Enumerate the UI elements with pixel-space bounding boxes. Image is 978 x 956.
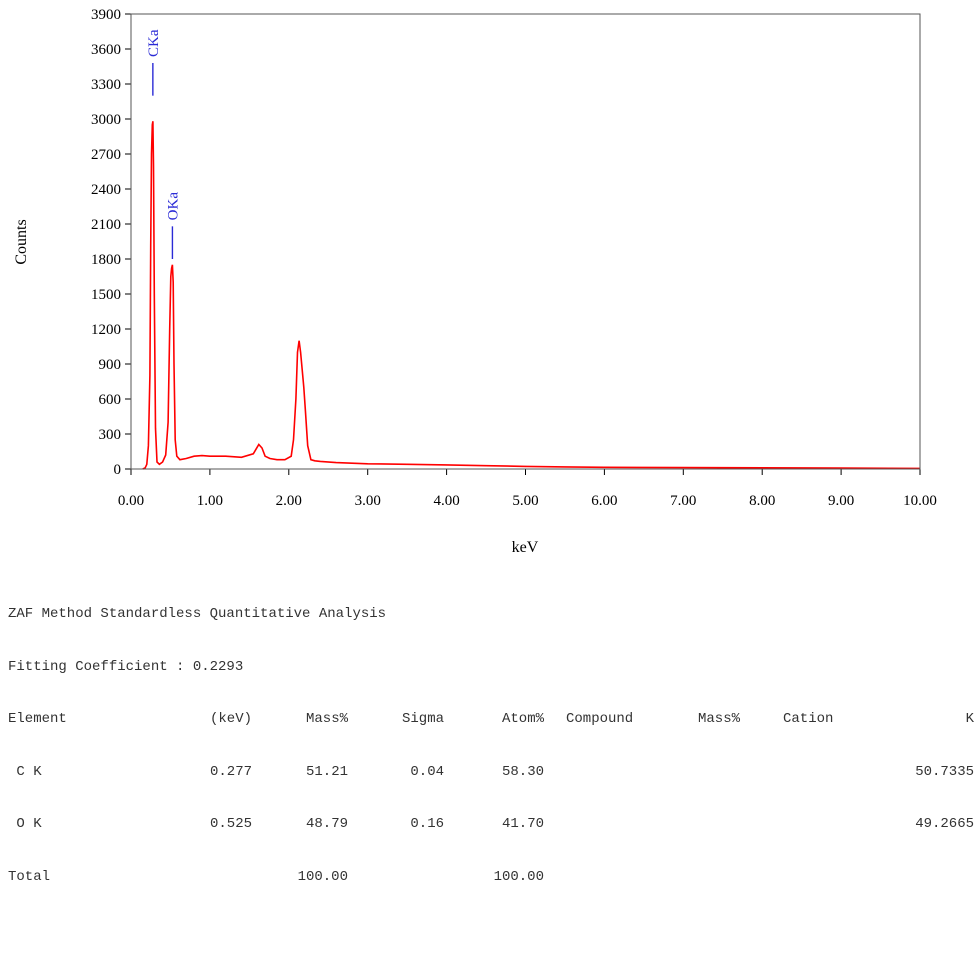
x-tick-label: 1.00 xyxy=(197,493,223,509)
x-axis-label: keV xyxy=(512,539,539,556)
row-mass: 51.21 xyxy=(305,763,348,780)
x-tick-label: 7.00 xyxy=(670,493,696,509)
x-axis-ticks: 0.00 1.00 2.00 3.00 4.00 5.00 6.00 7.00 8.00 9.00… xyxy=(118,469,937,509)
row-element: O K xyxy=(8,816,42,832)
header-kev: (keV) xyxy=(209,711,252,727)
x-tick-label: 4.00 xyxy=(433,493,459,509)
eds-spectrum-chart: 0 300 600 900 1200 1500 1800 2100 2400 2700 3000 33… xyxy=(13,7,937,556)
total-row: Total 100.00 100.00 xyxy=(8,869,974,887)
y-tick-label: 2100 xyxy=(91,217,121,233)
report-header-row: Element (keV) Mass% Sigma Atom% Compound… xyxy=(8,711,974,729)
header-atom: Atom% xyxy=(501,711,544,727)
header-mass: Mass% xyxy=(305,711,348,727)
y-axis-label: Counts xyxy=(13,219,30,264)
x-tick-label: 2.00 xyxy=(276,493,302,509)
x-tick-label: 5.00 xyxy=(512,493,538,509)
header-k: K xyxy=(965,711,974,727)
plot-frame xyxy=(130,13,921,470)
x-tick-label: 3.00 xyxy=(355,493,381,509)
row-kev: 0.277 xyxy=(209,763,252,780)
peak-label: OKa xyxy=(165,192,181,221)
row-sigma: 0.16 xyxy=(410,816,444,832)
table-row: O K 0.525 48.79 0.16 41.70 49.2665 xyxy=(8,816,974,834)
header-compound-mass: Mass% xyxy=(698,711,741,727)
table-row: C K 0.277 51.21 0.04 58.30 50.7335 xyxy=(8,764,974,782)
header-element: Element xyxy=(8,711,67,727)
row-element: C K xyxy=(8,763,42,780)
peak-annotations: CKa OKa xyxy=(146,29,181,259)
x-tick-label: 8.00 xyxy=(749,493,775,509)
peak-label: CKa xyxy=(146,29,162,57)
row-k: 50.7335 xyxy=(915,763,974,780)
y-tick-label: 2400 xyxy=(91,182,121,198)
spectrum-series-line xyxy=(142,121,921,470)
y-tick-label: 3600 xyxy=(91,42,121,58)
report-title: ZAF Method Standardless Quantitative Ana… xyxy=(8,606,387,622)
y-tick-label: 2700 xyxy=(91,147,121,163)
x-tick-label: 6.00 xyxy=(591,493,617,509)
y-tick-label: 1800 xyxy=(91,252,121,268)
total-label: Total xyxy=(8,868,51,885)
total-mass: 100.00 xyxy=(297,868,348,885)
header-cation: Cation xyxy=(783,711,834,727)
y-tick-label: 3000 xyxy=(91,112,121,128)
row-sigma: 0.04 xyxy=(410,763,444,780)
y-tick-label: 3300 xyxy=(91,77,121,93)
y-tick-label: 900 xyxy=(99,357,122,373)
y-tick-label: 300 xyxy=(99,427,122,443)
row-k: 49.2665 xyxy=(915,816,974,832)
x-tick-label: 10.00 xyxy=(903,493,937,509)
row-mass: 48.79 xyxy=(305,816,348,832)
y-tick-label: 1200 xyxy=(91,322,121,338)
row-atom: 58.30 xyxy=(501,763,544,780)
row-kev: 0.525 xyxy=(209,816,252,832)
fitting-coefficient: Fitting Coefficient : 0.2293 xyxy=(8,658,244,675)
total-atom: 100.00 xyxy=(493,868,544,885)
row-atom: 41.70 xyxy=(501,816,544,832)
header-compound: Compound xyxy=(566,711,634,727)
y-axis-ticks: 0 300 600 900 1200 1500 1800 2100 2400 2700 3000 33… xyxy=(91,7,131,478)
y-tick-label: 0 xyxy=(114,462,122,478)
y-tick-label: 3900 xyxy=(91,7,121,23)
x-tick-label: 9.00 xyxy=(828,493,854,509)
quantitative-analysis-report: ZAF Method Standardless Quantitative Ana… xyxy=(8,571,974,904)
y-tick-label: 600 xyxy=(99,392,122,408)
y-tick-label: 1500 xyxy=(91,287,121,303)
x-tick-label: 0.00 xyxy=(118,493,144,509)
header-sigma: Sigma xyxy=(401,711,444,727)
